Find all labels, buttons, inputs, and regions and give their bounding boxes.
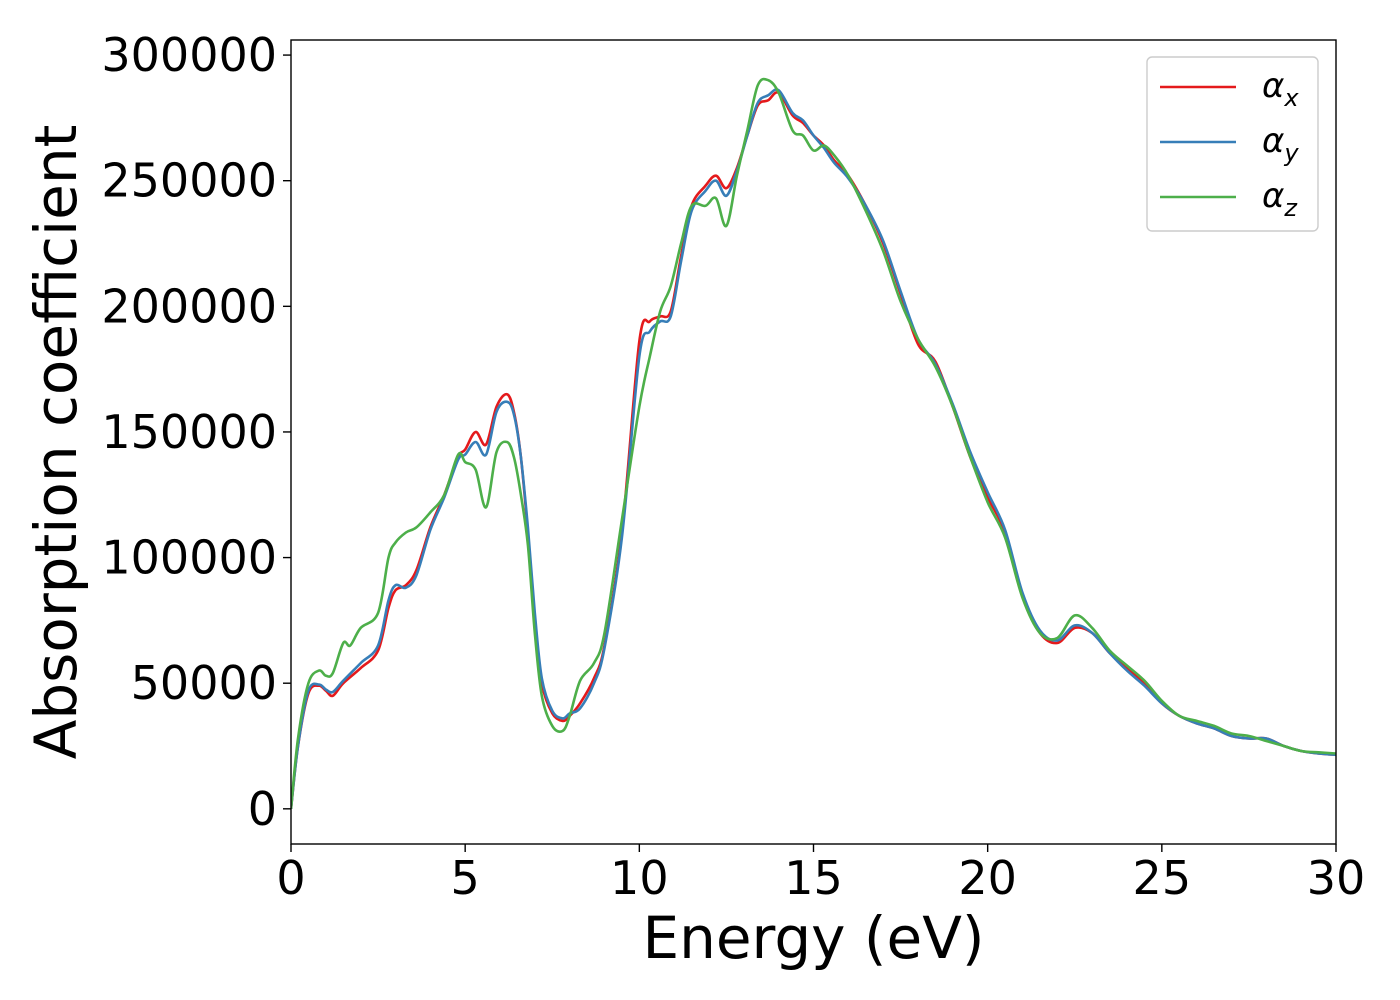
y-axis: 0 50000 100000 150000 200000 250000 300000 [101,28,291,836]
y-axis-label: Absorption coefficient [22,125,90,760]
y-tick-label: 300000 [101,28,277,82]
x-tick-label: 20 [958,851,1017,905]
series-line-y [291,88,1336,809]
x-axis-label: Energy (eV) [642,904,984,972]
x-tick-label: 0 [276,851,305,905]
legend: αx αy αz [1146,56,1319,232]
legend-box [1146,56,1319,232]
legend-label-z: αz [1262,176,1298,222]
x-axis: 0 5 10 15 20 25 30 [276,844,1365,905]
y-tick-label: 0 [248,782,277,836]
legend-label-y: αy [1262,121,1299,167]
y-tick-label: 100000 [101,531,277,585]
legend-label-x: αx [1262,66,1299,112]
x-tick-label: 30 [1307,851,1366,905]
series-layer [291,77,1336,809]
x-tick-label: 5 [451,851,480,905]
y-tick-label: 50000 [131,656,277,710]
y-tick-label: 150000 [101,405,277,459]
y-tick-label: 200000 [101,279,277,333]
x-tick-label: 10 [610,851,669,905]
series-line-z [291,77,1336,809]
y-tick-label: 250000 [101,154,277,208]
x-tick-label: 25 [1133,851,1192,905]
x-tick-label: 15 [784,851,843,905]
